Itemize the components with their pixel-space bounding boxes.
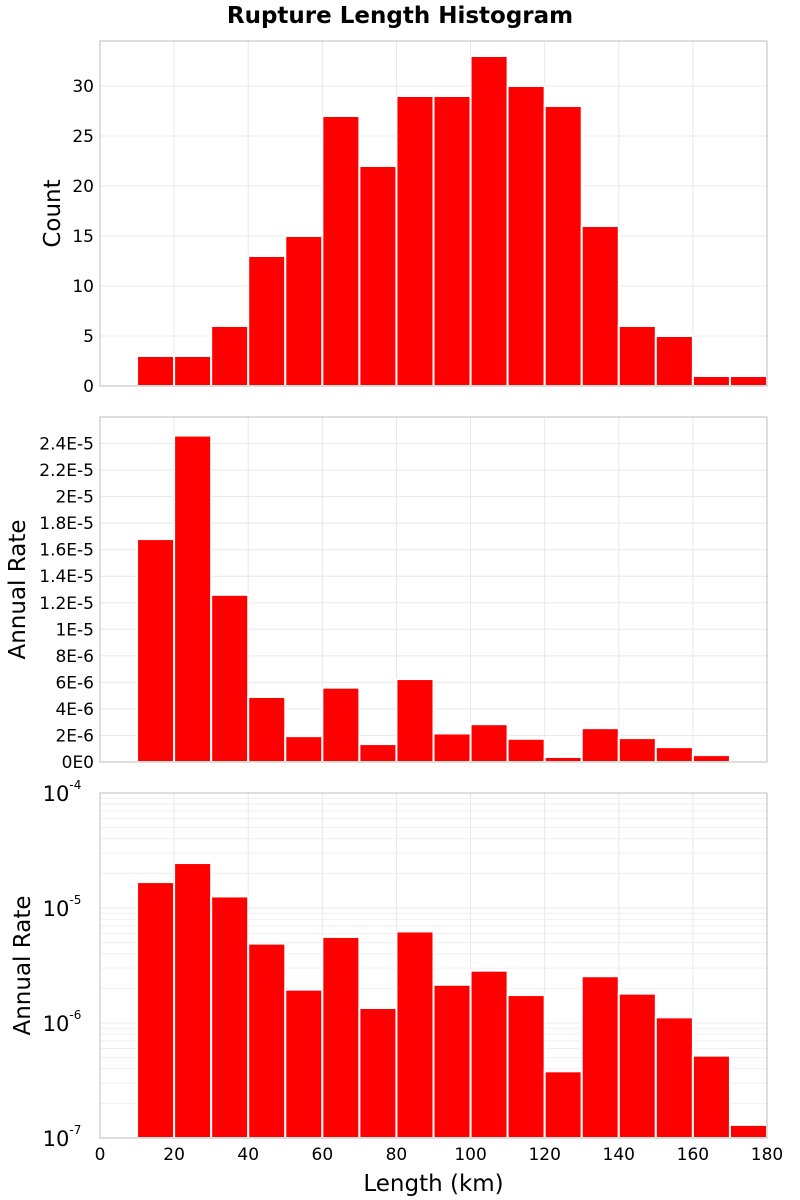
y-tick-label: 0E0 xyxy=(62,753,94,773)
histogram-bar xyxy=(654,335,694,387)
histogram-bar xyxy=(358,1007,398,1139)
x-tick-label: 180 xyxy=(751,1145,783,1165)
histogram-bar xyxy=(358,165,398,387)
histogram-bar xyxy=(654,1016,694,1139)
x-tick-label: 140 xyxy=(603,1145,635,1165)
y-tick-label: 10-6 xyxy=(43,1008,82,1036)
plot-frame xyxy=(99,792,768,1139)
plot-frame xyxy=(99,416,768,763)
histogram-bar xyxy=(284,235,324,387)
y-tick-label: 10-7 xyxy=(43,1123,82,1151)
histogram-bar xyxy=(395,930,435,1140)
x-tick-label: 0 xyxy=(95,1145,106,1165)
x-tick-label: 60 xyxy=(312,1145,334,1165)
y-tick-label: 2E-6 xyxy=(55,726,94,746)
histogram-bar xyxy=(247,942,287,1139)
histogram-bar xyxy=(321,686,361,764)
x-tick-label: 120 xyxy=(528,1145,560,1165)
y-tick-label: 5 xyxy=(83,327,94,347)
panel-3: 10-7 10-6 10-5 10-4 Annual Rate 0 20 40 60 80 100 1… xyxy=(10,778,783,1197)
histogram-bar xyxy=(358,743,398,764)
y-tick-label: 2E-5 xyxy=(55,488,94,508)
y-tick-label: 10-5 xyxy=(43,893,82,921)
y-tick-label: 10 xyxy=(72,277,94,297)
histogram-bar xyxy=(136,881,176,1139)
y-tick-label: 0 xyxy=(83,377,94,397)
y-tick-label: 15 xyxy=(72,227,94,247)
histogram-bar xyxy=(617,992,657,1140)
histogram-bar xyxy=(432,95,472,387)
histogram-bar xyxy=(210,325,250,387)
histogram-bar xyxy=(580,727,620,763)
histogram-bar xyxy=(395,678,435,764)
y-tick-label: 1.8E-5 xyxy=(39,514,94,534)
y-tick-label: 1.6E-5 xyxy=(39,541,94,561)
histogram-bar xyxy=(654,746,694,764)
histogram-bar xyxy=(136,538,176,763)
histogram-bar xyxy=(543,755,583,764)
histogram-bar xyxy=(728,1123,769,1139)
histogram-bar xyxy=(469,723,509,763)
y-tick-label: 20 xyxy=(72,177,94,197)
panel-1: 0 5 10 15 20 25 30 Count xyxy=(40,40,769,397)
y-tick-label: 1.4E-5 xyxy=(39,567,94,587)
y-tick-label: 30 xyxy=(72,77,94,97)
y-tick-label: 25 xyxy=(72,127,94,147)
y-tick-label: 6E-6 xyxy=(55,673,94,693)
histogram-bar xyxy=(173,355,213,387)
histogram-bar xyxy=(432,983,472,1140)
y-tick-label: 4E-6 xyxy=(55,700,94,720)
histogram-bar xyxy=(321,115,361,387)
histogram-bar xyxy=(247,255,287,387)
chart-title: Rupture Length Histogram xyxy=(227,3,573,29)
histogram-bar xyxy=(173,434,213,763)
histogram-bar xyxy=(580,225,620,387)
y-axis-label: Annual Rate xyxy=(5,520,31,660)
histogram-bar xyxy=(321,935,361,1139)
histogram-bar xyxy=(210,895,250,1140)
histogram-bar xyxy=(543,1070,583,1139)
x-tick-label: 40 xyxy=(237,1145,259,1165)
histogram-bar xyxy=(469,969,509,1140)
histogram-bar xyxy=(691,375,731,387)
histogram-bar xyxy=(506,85,546,387)
x-tick-label: 80 xyxy=(386,1145,408,1165)
x-axis-label: Length (km) xyxy=(363,1171,503,1197)
histogram-bar xyxy=(691,1054,731,1140)
y-tick-label: 10-4 xyxy=(43,778,82,806)
histogram-bar xyxy=(691,754,731,763)
histogram-bar xyxy=(617,737,657,763)
y-tick-label: 8E-6 xyxy=(55,647,94,667)
histogram-bar xyxy=(469,55,509,387)
plot-frame xyxy=(99,40,768,387)
x-tick-label: 100 xyxy=(454,1145,486,1165)
y-axis-label: Annual Rate xyxy=(10,896,36,1036)
panel-2: 0E0 2E-6 4E-6 6E-6 8E-6 1E-5 1.2E-5 1.4E-5 1.6E-… xyxy=(5,416,769,773)
histogram-bar xyxy=(728,375,769,387)
histogram-bar xyxy=(617,325,657,387)
histogram-bar xyxy=(432,732,472,763)
histogram-bar xyxy=(506,737,546,764)
histogram-bar xyxy=(210,593,250,763)
histogram-bar xyxy=(543,105,583,387)
histogram-bar xyxy=(173,862,213,1140)
histogram-bar xyxy=(395,95,435,387)
y-tick-label: 2.2E-5 xyxy=(39,461,94,481)
histogram-bar xyxy=(284,735,324,763)
y-tick-label: 1E-5 xyxy=(55,620,94,640)
y-tick-label: 2.4E-5 xyxy=(39,435,94,455)
histogram-bar xyxy=(284,988,324,1139)
histogram-bar xyxy=(506,994,546,1139)
x-tick-label: 20 xyxy=(163,1145,185,1165)
histogram-bar xyxy=(580,975,620,1139)
y-tick-label: 1.2E-5 xyxy=(39,594,94,614)
y-axis-label: Count xyxy=(40,179,66,247)
histogram-bar xyxy=(247,695,287,764)
x-tick-label: 160 xyxy=(677,1145,709,1165)
histogram-bar xyxy=(136,355,176,387)
